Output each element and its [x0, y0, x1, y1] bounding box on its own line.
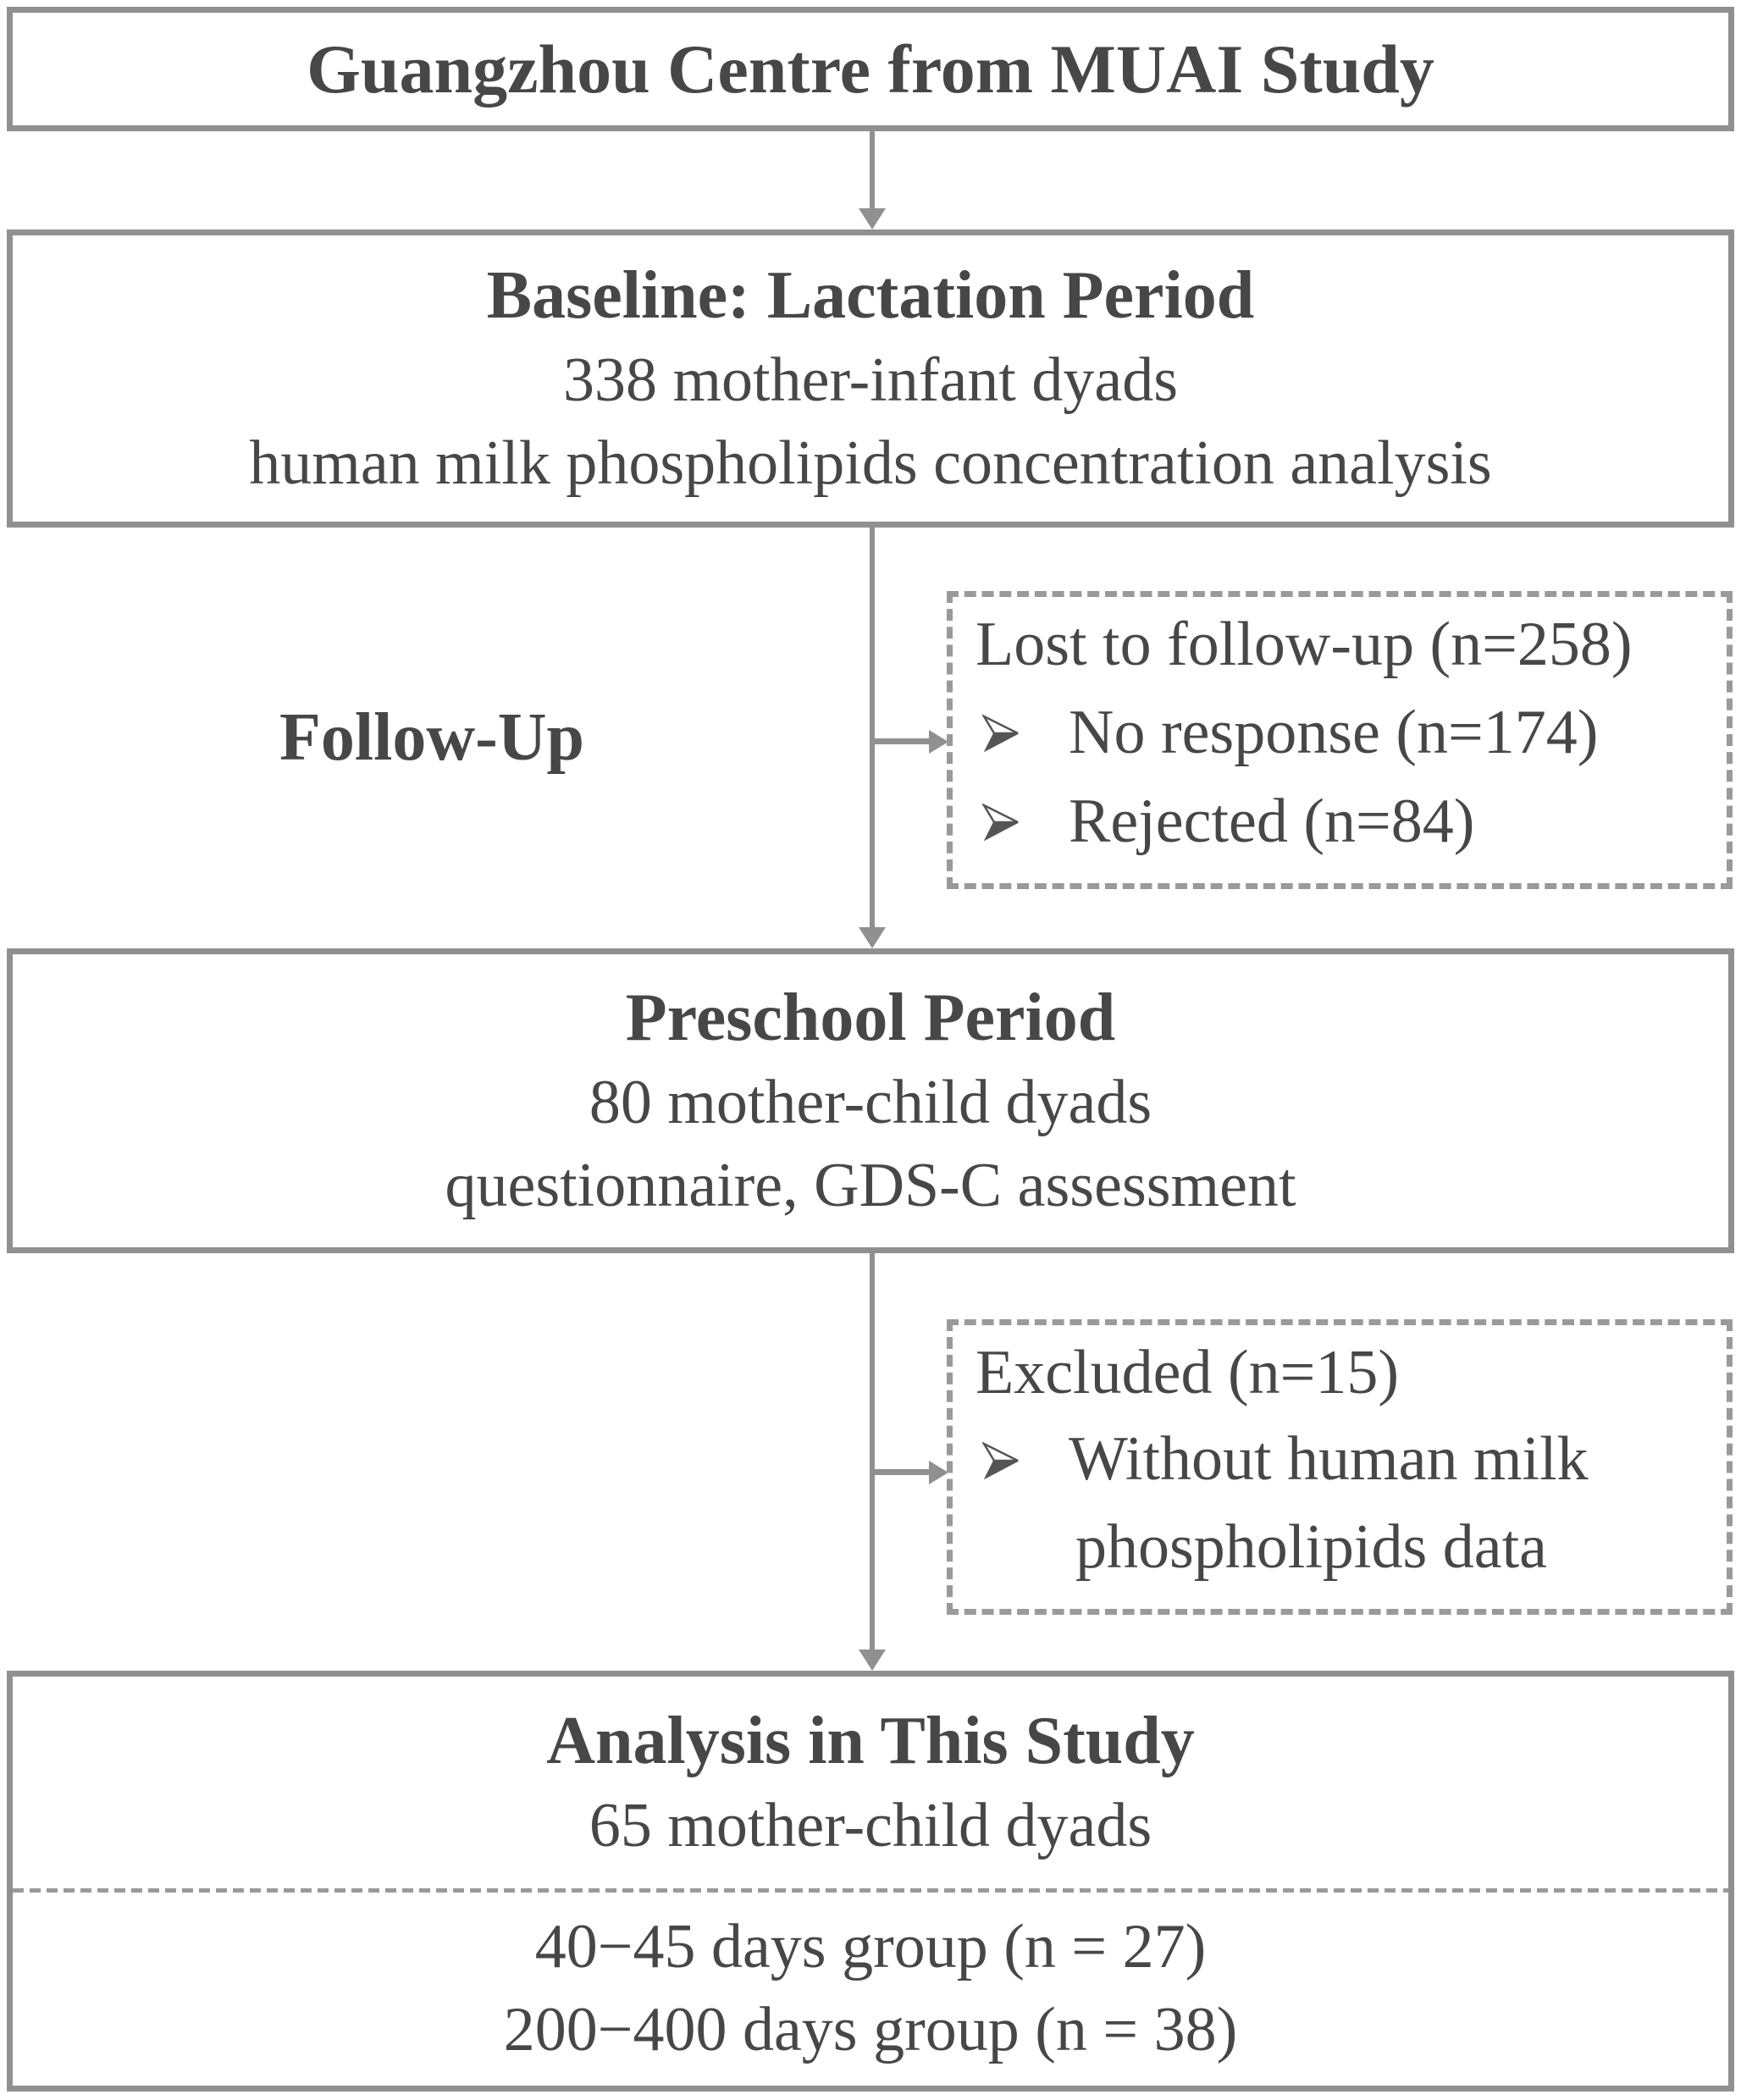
baseline-line2: human milk phospholipids concentration a… — [249, 428, 1492, 498]
flow-line-2 — [870, 528, 875, 928]
analysis-bottom-section: 40−45 days group (n = 27) 200−400 days g… — [13, 1893, 1728, 2086]
baseline-heading: Baseline: Lactation Period — [486, 258, 1255, 334]
arrowhead-bullet-icon — [982, 1441, 1019, 1479]
source-box: Guangzhou Centre from MUAI Study — [7, 7, 1734, 131]
preschool-box: Preschool Period 80 mother-child dyads q… — [7, 948, 1734, 1253]
baseline-box: Baseline: Lactation Period 338 mother-in… — [7, 229, 1734, 528]
excluded-heading: Excluded (n=15) — [976, 1338, 1399, 1407]
arrow-right-icon-1 — [929, 730, 948, 754]
source-box-title: Guangzhou Centre from MUAI Study — [307, 30, 1434, 108]
lost-callout-box: Lost to follow-up (n=258) No response (n… — [947, 591, 1733, 889]
lost-item-2-text: Rejected (n=84) — [1069, 786, 1475, 856]
flow-line-3 — [870, 1253, 875, 1650]
analysis-group2: 200−400 days group (n = 38) — [503, 1995, 1238, 2064]
preschool-line1: 80 mother-child dyads — [589, 1068, 1152, 1138]
arrowhead-bullet-icon — [982, 714, 1019, 753]
analysis-group1: 40−45 days group (n = 27) — [534, 1912, 1207, 1982]
lost-item-2: Rejected (n=84) — [976, 786, 1711, 858]
baseline-line1: 338 mother-infant dyads — [562, 345, 1179, 416]
analysis-box: Analysis in This Study 65 mother-child d… — [7, 1671, 1734, 2092]
preschool-line2: questionnaire, GDS-C assessment — [445, 1151, 1296, 1220]
excluded-item-1-cont: phospholipids data — [1075, 1511, 1548, 1582]
preschool-heading: Preschool Period — [625, 981, 1116, 1056]
arrow-down-icon-3 — [859, 1650, 886, 1671]
lost-item-1: No response (n=174) — [976, 697, 1711, 769]
lost-heading: Lost to follow-up (n=258) — [976, 610, 1633, 679]
analysis-heading: Analysis in This Study — [546, 1704, 1195, 1779]
arrow-down-icon-2 — [859, 927, 886, 948]
lost-item-1-text: No response (n=174) — [1069, 697, 1599, 767]
analysis-dashed-divider — [13, 1888, 1728, 1893]
analysis-top-section: Analysis in This Study 65 mother-child d… — [13, 1677, 1728, 1888]
flow-line-1 — [870, 131, 875, 209]
excluded-item-1-text: Without human milk — [1069, 1424, 1589, 1495]
arrow-right-icon-2 — [929, 1461, 948, 1484]
excluded-callout-box: Excluded (n=15) Without human milk phosp… — [947, 1319, 1733, 1615]
excluded-item-1: Without human milk — [976, 1423, 1711, 1495]
followup-label: Follow-Up — [279, 700, 584, 775]
branch-line-1 — [872, 738, 930, 744]
analysis-line1: 65 mother-child dyads — [589, 1791, 1152, 1861]
branch-line-2 — [872, 1469, 930, 1475]
arrowhead-bullet-icon — [982, 804, 1019, 842]
arrow-down-icon-1 — [859, 208, 886, 229]
